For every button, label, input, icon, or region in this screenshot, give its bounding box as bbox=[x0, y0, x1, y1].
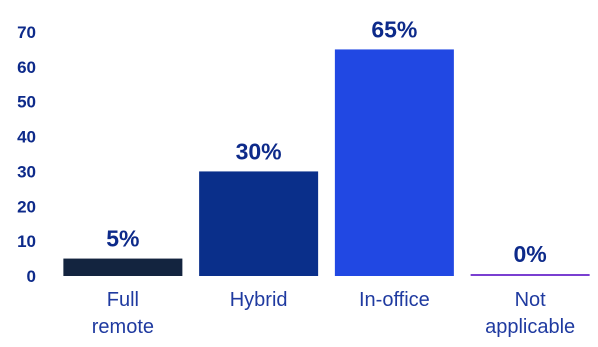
x-tick-label: Full bbox=[107, 289, 139, 311]
data-label: 0% bbox=[514, 241, 547, 267]
x-tick-label: applicable bbox=[485, 316, 575, 338]
y-tick-label: 20 bbox=[17, 197, 36, 216]
x-tick-label: Hybrid bbox=[230, 289, 288, 311]
bars bbox=[63, 49, 590, 276]
y-tick-label: 30 bbox=[17, 162, 36, 181]
data-labels: 5% 30% 65% 0% bbox=[106, 16, 547, 267]
x-axis: Full remote Hybrid In-office Not applicable bbox=[92, 289, 575, 338]
data-label: 65% bbox=[371, 16, 417, 42]
y-tick-label: 10 bbox=[17, 232, 36, 251]
y-axis: 0 10 20 30 40 50 60 70 bbox=[17, 23, 36, 286]
bar bbox=[470, 274, 590, 276]
y-tick-label: 40 bbox=[17, 128, 36, 147]
x-tick-label: remote bbox=[92, 316, 154, 338]
y-tick-label: 70 bbox=[17, 23, 36, 42]
y-tick-label: 0 bbox=[27, 267, 36, 286]
bar bbox=[63, 258, 183, 276]
data-label: 5% bbox=[106, 226, 139, 252]
data-label: 30% bbox=[236, 138, 282, 164]
bar bbox=[334, 49, 454, 276]
y-tick-label: 50 bbox=[17, 93, 36, 112]
bar bbox=[199, 171, 319, 276]
y-tick-label: 60 bbox=[17, 58, 36, 77]
x-tick-label: Not bbox=[515, 289, 547, 311]
x-tick-label: In-office bbox=[359, 289, 430, 311]
